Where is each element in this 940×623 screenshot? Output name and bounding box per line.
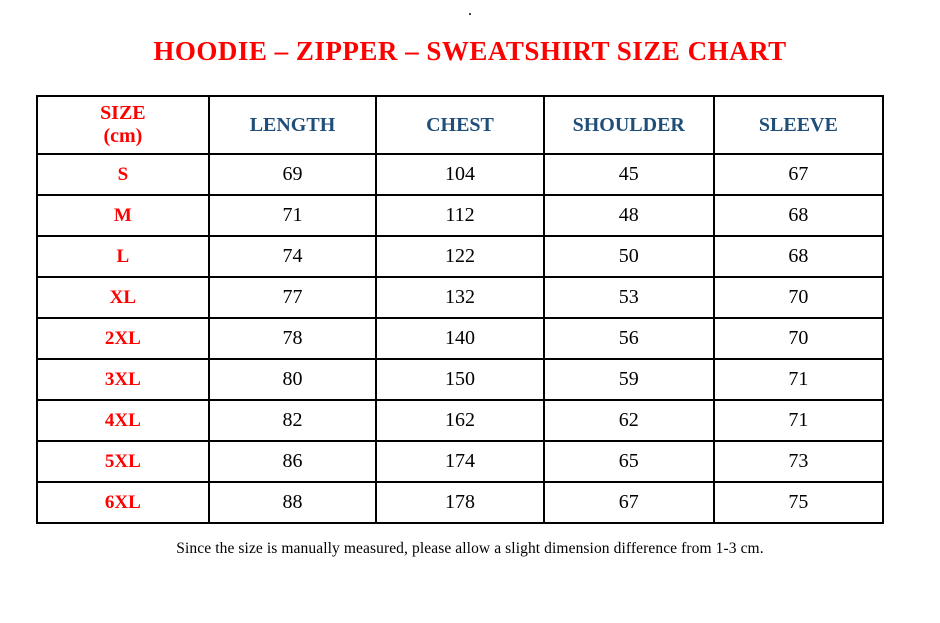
chest-value: 150 [375, 358, 545, 401]
sleeve-value: 73 [712, 440, 885, 483]
chest-value: 174 [375, 440, 545, 483]
measurement-note: Since the size is manually measured, ple… [176, 540, 764, 557]
column-header-size-line1: SIZE [100, 102, 146, 124]
chest-value: 140 [375, 317, 545, 360]
length-value: 71 [207, 194, 378, 237]
sleeve-value: 70 [712, 317, 885, 360]
size-label: S [36, 153, 210, 196]
shoulder-value: 56 [542, 317, 715, 360]
column-header-size-line2: (cm) [103, 125, 143, 147]
size-label: L [36, 235, 210, 278]
chest-value: 162 [375, 399, 545, 442]
shoulder-value: 50 [542, 235, 715, 278]
chest-value: 178 [375, 481, 545, 524]
table-row-xl: XL 77 132 53 70 [36, 276, 885, 319]
size-label: XL [36, 276, 210, 319]
shoulder-value: 67 [542, 481, 715, 524]
length-value: 80 [207, 358, 378, 401]
chest-value: 104 [375, 153, 545, 196]
length-value: 88 [207, 481, 378, 524]
length-value: 86 [207, 440, 378, 483]
shoulder-value: 48 [542, 194, 715, 237]
size-label: 5XL [36, 440, 210, 483]
column-header-chest: CHEST [375, 95, 545, 155]
page-title: HOODIE – ZIPPER – SWEATSHIRT SIZE CHART [153, 36, 787, 66]
sleeve-value: 71 [712, 399, 885, 442]
chest-value: 112 [375, 194, 545, 237]
column-header-length: LENGTH [207, 95, 378, 155]
chest-value: 122 [375, 235, 545, 278]
shoulder-value: 65 [542, 440, 715, 483]
sleeve-value: 67 [712, 153, 885, 196]
table-row-3xl: 3XL 80 150 59 71 [36, 358, 885, 401]
size-label: 3XL [36, 358, 210, 401]
size-label: M [36, 194, 210, 237]
table-row-4xl: 4XL 82 162 62 71 [36, 399, 885, 442]
length-value: 69 [207, 153, 378, 196]
shoulder-value: 53 [542, 276, 715, 319]
shoulder-value: 45 [542, 153, 715, 196]
sleeve-value: 75 [712, 481, 885, 524]
size-label: 4XL [36, 399, 210, 442]
size-label: 2XL [36, 317, 210, 360]
length-value: 82 [207, 399, 378, 442]
header-row: SIZE (cm) LENGTH CHEST SHOULDER SLEEVE [36, 95, 885, 155]
column-header-sleeve: SLEEVE [712, 95, 885, 155]
table-row-l: L 74 122 50 68 [36, 235, 885, 278]
table-row-2xl: 2XL 78 140 56 70 [36, 317, 885, 360]
table-row-s: S 69 104 45 67 [36, 153, 885, 196]
size-label: 6XL [36, 481, 210, 524]
sleeve-value: 70 [712, 276, 885, 319]
top-dot-mark: . [468, 3, 472, 18]
column-header-size: SIZE (cm) [36, 95, 210, 155]
length-value: 78 [207, 317, 378, 360]
shoulder-value: 62 [542, 399, 715, 442]
table-row-6xl: 6XL 88 178 67 75 [36, 481, 885, 524]
length-value: 77 [207, 276, 378, 319]
table-row-5xl: 5XL 86 174 65 73 [36, 440, 885, 483]
chest-value: 132 [375, 276, 545, 319]
sleeve-value: 68 [712, 194, 885, 237]
column-header-shoulder: SHOULDER [542, 95, 715, 155]
size-chart-table: SIZE (cm) LENGTH CHEST SHOULDER SLEEVE S… [36, 95, 885, 524]
length-value: 74 [207, 235, 378, 278]
sleeve-value: 71 [712, 358, 885, 401]
shoulder-value: 59 [542, 358, 715, 401]
sleeve-value: 68 [712, 235, 885, 278]
table-row-m: M 71 112 48 68 [36, 194, 885, 237]
